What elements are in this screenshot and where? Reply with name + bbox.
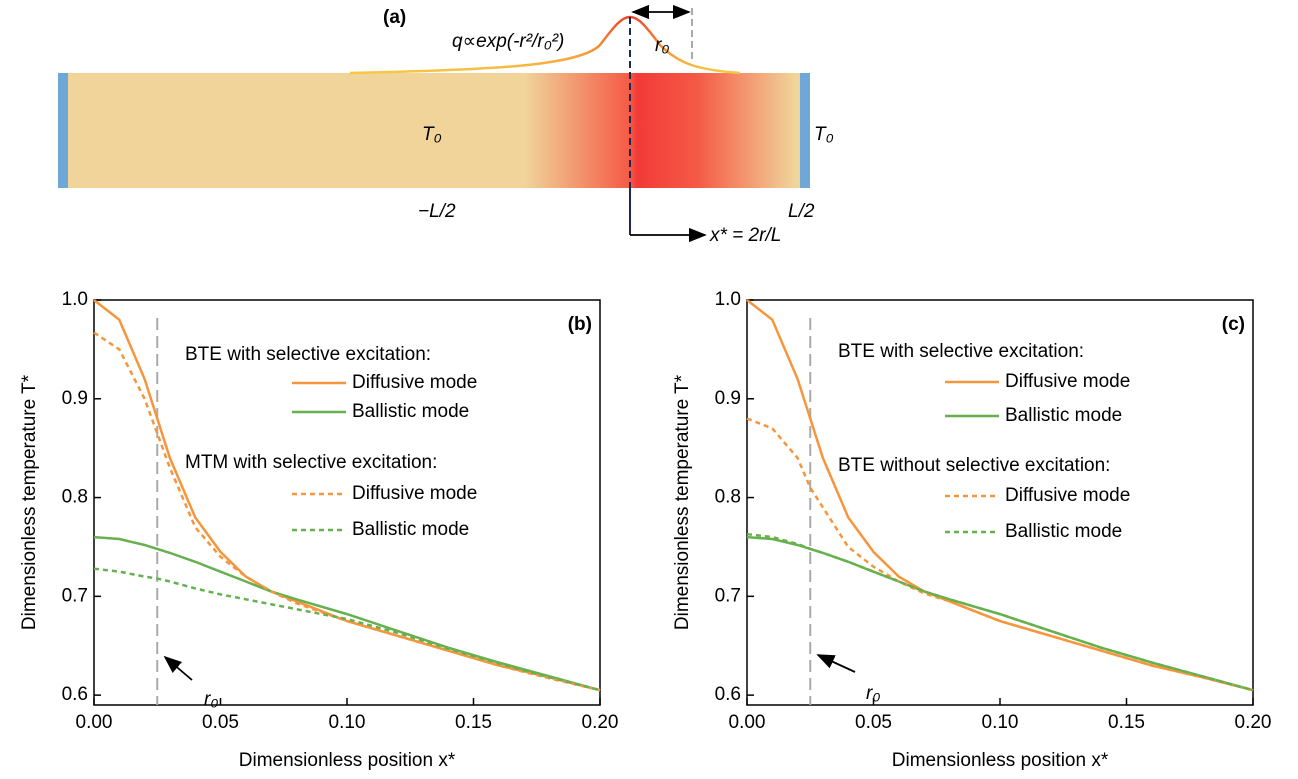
legend-label: Ballistic mode [352,519,469,540]
left-end: −L/2 [418,201,456,222]
series-line [93,567,601,692]
x-axis-label: Dimensionless position x* [892,750,1109,771]
y-tick-label: 0.7 [62,585,88,606]
y-tick-label: 0.7 [715,585,741,606]
series-line [93,535,601,692]
y-tick-label: 0.8 [715,487,741,508]
x-tick-label: 0.15 [1108,712,1145,733]
annotation: r₀ [204,689,218,710]
legend-label: Ballistic mode [1005,405,1122,426]
y-tick-label: 0.8 [62,487,88,508]
y-axis-label: Dimensionless temperature T* [672,374,693,630]
radius-label: r₀ [655,35,669,56]
legend-label: Ballistic mode [352,401,469,422]
x-tick-label: 0.10 [982,712,1019,733]
panel-label: (c) [1222,314,1245,335]
annotation-arrow [816,654,856,673]
x-tick-label: 0.20 [582,712,619,733]
x-axis-label: Dimensionless position x* [239,750,456,771]
legend-label: Ballistic mode [1005,521,1122,542]
legend-label: Diffusive mode [1005,485,1130,506]
legend-label: Diffusive mode [1005,371,1130,392]
x-tick-label: 0.05 [202,712,239,733]
series-line [93,331,601,692]
y-axis-label: Dimensionless temperature T* [19,374,40,630]
legend-label: Diffusive mode [352,372,477,393]
annotation-arrow [163,655,193,681]
legend-heading: BTE with selective excitation: [185,344,431,365]
right-bath [800,73,810,188]
legend-heading: BTE without selective excitation: [838,455,1110,476]
legend-label: Diffusive mode [352,483,477,504]
legend-heading: MTM with selective excitation: [185,452,437,473]
heat-profile [349,15,741,75]
axis-label: x* = 2r/L [709,225,781,246]
x-tick-label: 0.15 [455,712,492,733]
chart: 0.00 0.05 0.10 0.15 0.20 0.6 0.7 0.8 0.9 1.0 Dimen… [19,289,618,771]
y-tick-label: 0.6 [62,684,88,705]
chart: 0.00 0.05 0.10 0.15 0.20 0.6 0.7 0.8 0.9 1.0 Dimen… [672,289,1271,771]
y-tick-label: 1.0 [715,289,741,310]
y-tick-label: 1.0 [62,289,88,310]
slab [66,73,802,188]
x-tick-label: 0.10 [329,712,366,733]
y-tick-label: 0.6 [715,684,741,705]
heat-source-label: q∝exp(-r²/r₀²) [452,31,564,52]
y-tick-label: 0.9 [715,388,741,409]
x-tick-label: 0.05 [855,712,892,733]
series-line [746,532,1254,692]
x-tick-label: 0.00 [76,712,113,733]
left-bath [58,73,68,188]
annotation: r₀ [866,683,880,704]
legend-heading: BTE with selective excitation: [838,341,1084,362]
left-temp: T₀ [422,124,442,145]
panel-label: (b) [568,314,592,335]
right-temp: T₀ [814,124,834,145]
panel-label: (a) [383,7,406,28]
x-tick-label: 0.20 [1235,712,1272,733]
diagram: (a) q∝exp(-r²/r₀²) r₀ T₀ T₀ −L/2 L/2 x* … [58,4,834,246]
x-tick-label: 0.00 [729,712,766,733]
right-end: L/2 [788,201,815,222]
y-tick-label: 0.9 [62,388,88,409]
